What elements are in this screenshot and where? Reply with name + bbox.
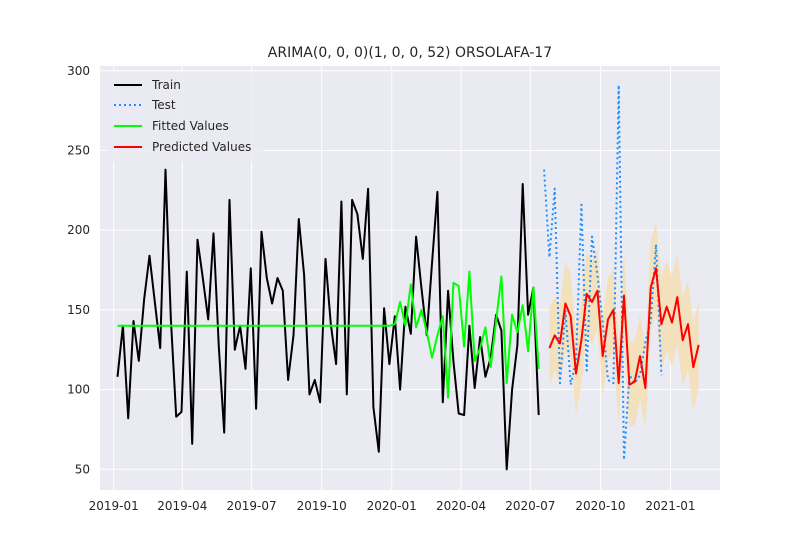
x-tick-label: 2019-10 [297,499,347,513]
y-tick-label: 150 [67,303,90,317]
train-line [116,168,540,471]
x-tick-label: 2019-01 [89,499,139,513]
x-tick-label: 2019-07 [227,499,277,513]
legend-label-fitted: Fitted Values [152,119,229,133]
predicted-values-line [548,267,700,389]
legend: Train Test Fitted Values Predicted Value… [106,72,264,162]
x-tick-label: 2019-04 [157,499,207,513]
y-tick-label: 100 [67,383,90,397]
y-tick-label: 50 [75,462,90,476]
series-lines [116,84,700,471]
x-tick-label: 2020-10 [575,499,625,513]
fitted-values-line [117,270,540,399]
confidence-band [549,222,699,430]
y-tick-label: 200 [67,223,90,237]
x-axis: 2019-01 2019-04 2019-07 2019-10 2020-01 2020-… [89,499,696,513]
y-axis: 50 100 150 200 250 300 [67,64,90,476]
chart-title: ARIMA(0, 0, 0)(1, 0, 0, 52) ORSOLAFA-17 [268,45,552,61]
test-line [543,84,663,461]
x-tick-label: 2020-04 [436,499,486,513]
y-tick-label: 250 [67,143,90,157]
x-tick-label: 2021-01 [645,499,695,513]
legend-label-predicted: Predicted Values [152,140,251,154]
x-tick-label: 2020-07 [505,499,555,513]
legend-label-train: Train [151,78,181,92]
legend-label-test: Test [151,98,176,112]
confidence-band-area [549,222,699,430]
y-tick-label: 300 [67,64,90,78]
legend-box [106,72,264,162]
x-tick-label: 2020-01 [367,499,417,513]
